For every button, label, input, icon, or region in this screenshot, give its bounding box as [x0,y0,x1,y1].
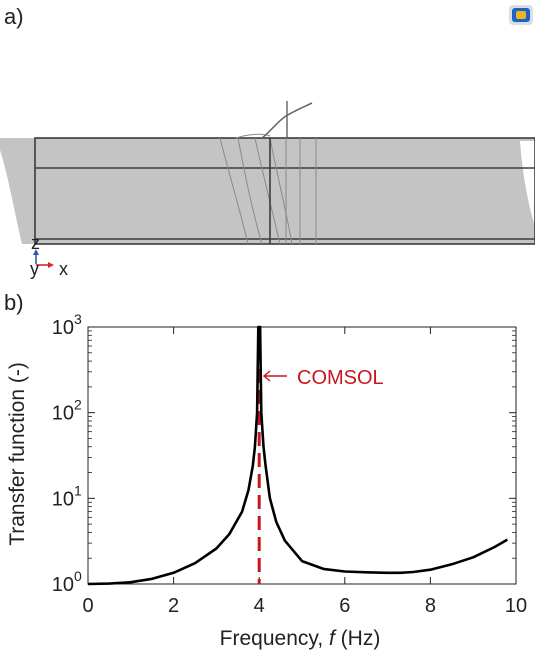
transfer-function-chart: 10 010 110 210 30 2 4 6 8 10 Transfer function (-… [6,311,527,650]
y-tick-exponent: 3 [74,311,82,327]
y-tick-label: 10 [52,317,74,339]
comsol-label: COMSOL [297,367,384,389]
x-tick-label: 0 [82,595,93,617]
y-tick-label: 10 [52,488,74,510]
panel-b-label: b) [4,290,24,315]
y-tick-exponent: 0 [74,568,82,584]
model-geometry-view: z y x [0,101,535,279]
x-axis-label: Frequency, f (Hz) [220,627,381,650]
geometry [0,101,535,245]
x-tick-label: 6 [339,595,350,617]
structure-outline [34,137,535,245]
comsol-arrow-head [262,370,271,382]
y-tick-label: 10 [52,403,74,425]
plot-frame [87,326,517,585]
mooring-section [219,133,317,245]
cable-curve [261,102,313,139]
y-tick-label: 10 [52,574,74,596]
axis-triad: z y x [30,233,68,279]
panel-a-label: a) [4,4,24,29]
y-tick-exponent: 2 [74,397,82,413]
y-axis-label: Transfer function (-) [6,362,29,546]
x-tick-label: 10 [505,595,527,617]
x-tick-label: 4 [254,595,265,617]
x-tick-label: 2 [168,595,179,617]
comsol-annotation: COMSOL [262,367,384,389]
app-logo-icon [509,5,533,25]
triad-x-label: x [59,259,68,279]
x-tick-label: 8 [425,595,436,617]
transfer-function-curve [87,325,509,586]
triad-y-label: y [30,259,39,279]
plot-area: 10 010 110 210 30 2 4 6 8 10 [52,311,527,617]
y-tick-exponent: 1 [74,482,82,498]
triad-z-label: z [31,233,40,253]
